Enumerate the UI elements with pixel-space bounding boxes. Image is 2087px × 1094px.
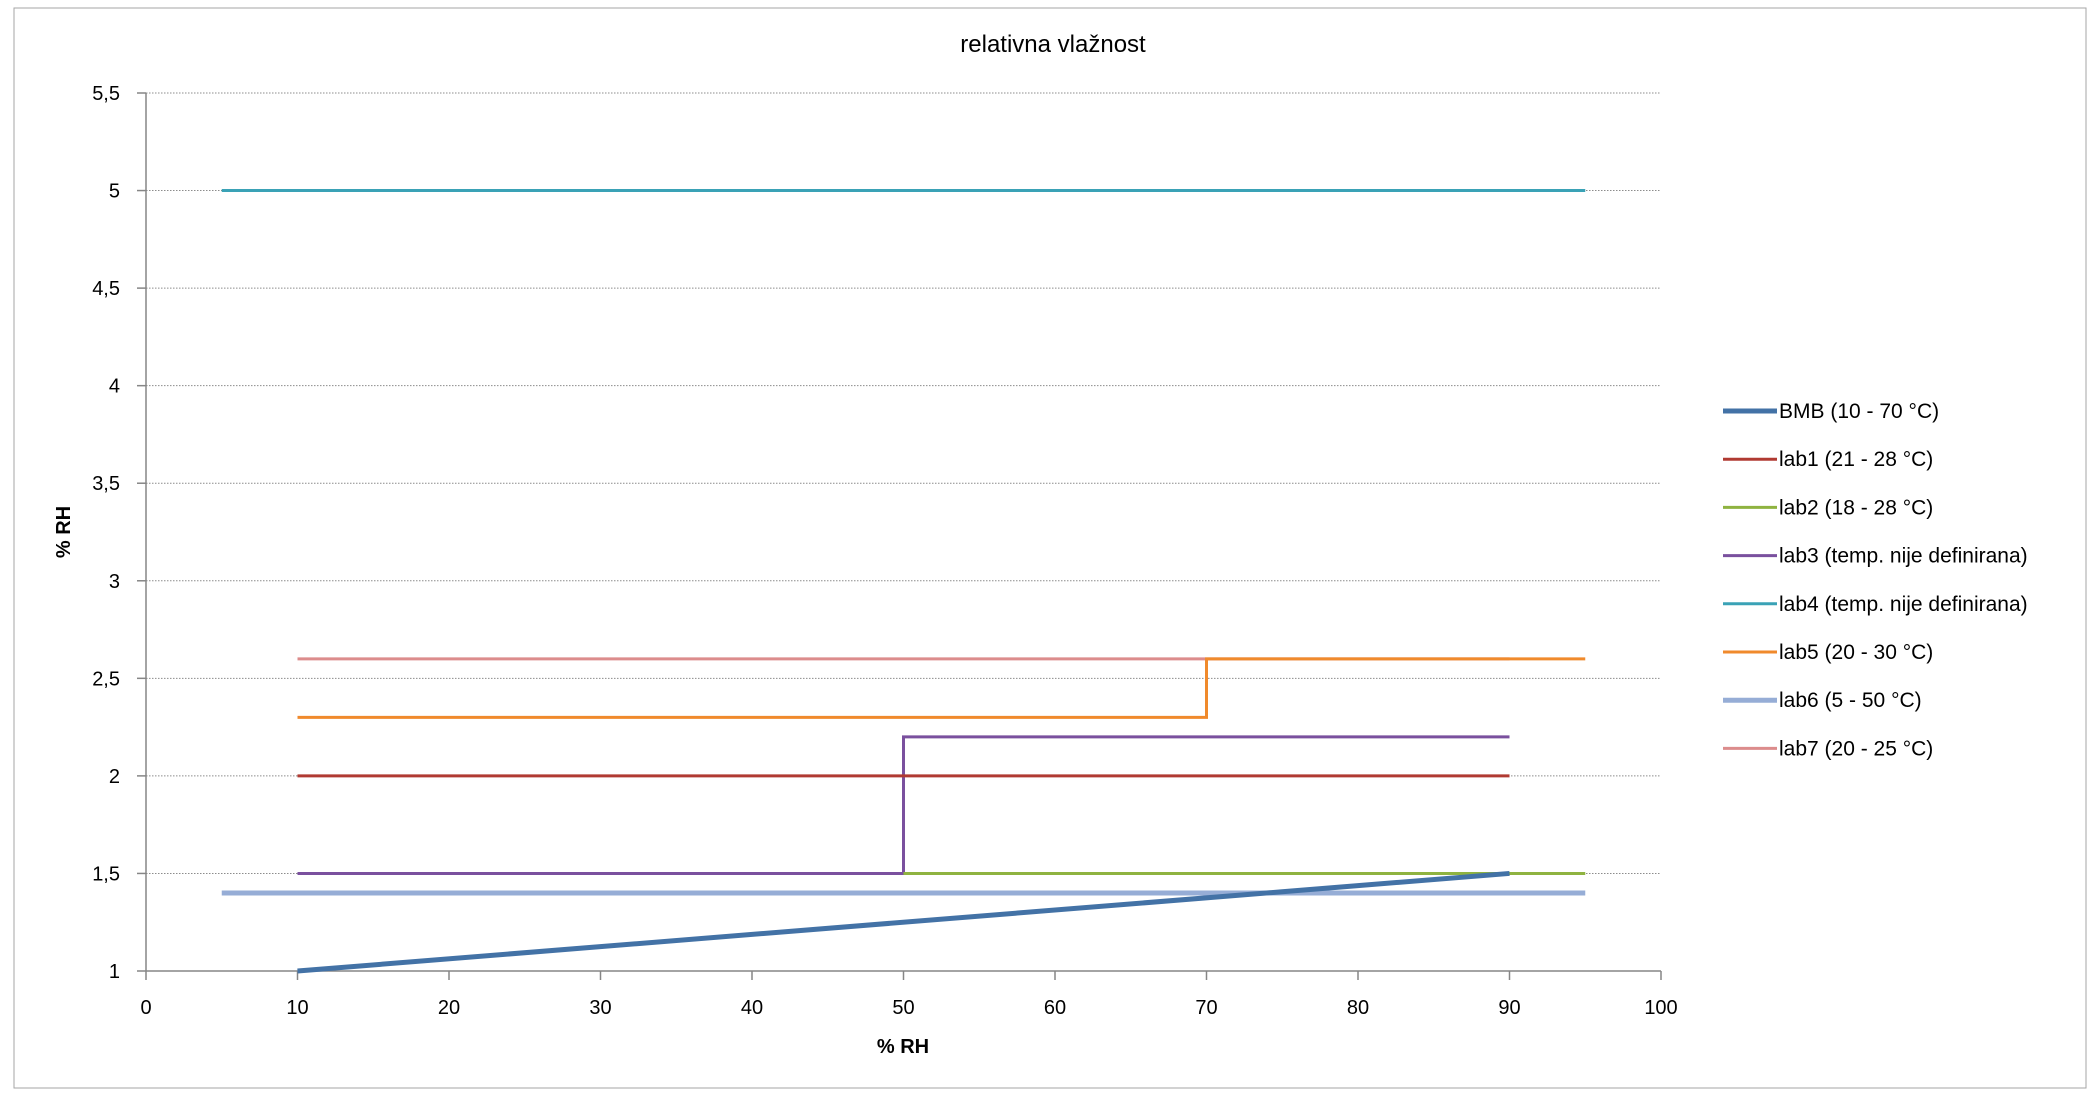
y-tick-label: 4 [109, 376, 120, 398]
x-tick-label: 20 [438, 997, 460, 1019]
x-tick-label: 70 [1195, 997, 1217, 1019]
x-axis-title: % RH [877, 1036, 929, 1058]
chart-frame [13, 7, 2087, 1089]
x-tick-label: 90 [1498, 997, 1520, 1019]
y-tick-label: 5,5 [92, 83, 120, 105]
y-tick-label: 2,5 [92, 668, 120, 690]
y-tick-label: 3,5 [92, 473, 120, 495]
x-tick-label: 60 [1044, 997, 1066, 1019]
y-tick-label: 4,5 [92, 278, 120, 300]
y-tick-label: 1,5 [92, 863, 120, 885]
series-line-5 [297, 657, 1586, 719]
legend-label-7: lab7 (20 - 25 °C) [1779, 737, 1933, 760]
legend-label-0: BMB (10 - 70 °C) [1779, 400, 1939, 423]
legend-label-2: lab2 (18 - 28 °C) [1779, 496, 1933, 519]
series-line-3 [297, 735, 1510, 875]
x-tick-label: 40 [741, 997, 763, 1019]
x-tick-label: 0 [140, 997, 151, 1019]
legend-label-1: lab1 (21 - 28 °C) [1779, 448, 1933, 471]
legend: BMB (10 - 70 °C) lab1 (21 - 28 °C) lab2 (1… [1723, 400, 2028, 760]
series-layer [221, 189, 1586, 974]
tick-layer: 1 1,5 2 2,5 3 3,5 4 4,5 5 5,5 0 10 20 30 40 50 60 70 80 90 1… [92, 83, 1678, 1019]
x-tick-label: 10 [286, 997, 308, 1019]
legend-label-3: lab3 (temp. nije definirana) [1779, 545, 2028, 568]
x-tick-label: 50 [892, 997, 914, 1019]
y-tick-label: 5 [109, 181, 120, 203]
legend-label-6: lab6 (5 - 50 °C) [1779, 689, 1922, 712]
y-tick-label: 2 [109, 766, 120, 788]
y-tick-label: 1 [109, 961, 120, 983]
legend-label-4: lab4 (temp. nije definirana) [1779, 593, 2028, 616]
chart-title: relativna vlažnost [960, 31, 1146, 58]
x-tick-label: 30 [589, 997, 611, 1019]
legend-label-5: lab5 (20 - 30 °C) [1779, 641, 1933, 664]
x-tick-label: 80 [1347, 997, 1369, 1019]
y-axis-title: % RH [53, 506, 75, 558]
y-tick-label: 3 [109, 571, 120, 593]
x-tick-label: 100 [1644, 997, 1677, 1019]
series-line-0 [297, 870, 1510, 974]
